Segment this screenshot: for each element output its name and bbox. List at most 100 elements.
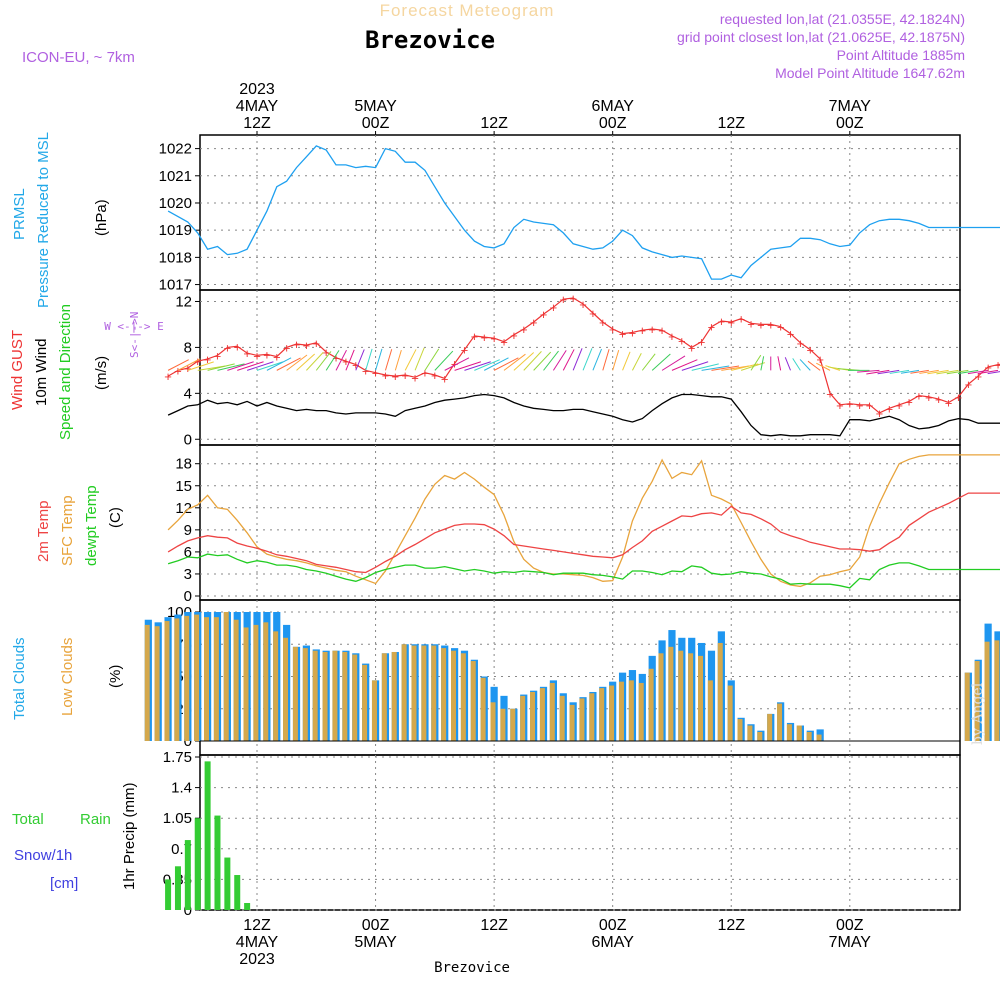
low-cloud-bar [381,653,387,741]
gust-marker: + [974,369,982,384]
time-label-top: 12Z [243,115,271,132]
low-cloud-bar [292,646,298,741]
wind-arrow [246,361,274,371]
gust-marker: + [480,330,488,345]
wind-arrow [631,353,642,371]
wind-arrow [306,352,324,371]
low-cloud-bar [283,637,289,741]
wind-arrow [345,349,355,371]
low-cloud-bar [174,618,180,741]
time-label-bottom: 00Z [836,917,864,934]
gust-marker: + [243,346,251,361]
point-altitude: Point Altitude 1885m [837,47,965,63]
degc-unit: (C) [107,507,124,528]
low-cloud-bar [717,642,723,741]
low-cloud-bar [213,617,219,741]
low-cloud-bar [688,653,694,741]
low-cloud-bar [194,614,200,741]
watermark: by Angel [970,682,986,745]
low-cloud-bar [233,619,239,741]
wind-arrow [384,349,393,371]
low-cloud-bar [618,681,624,741]
low-cloud-bar [480,677,486,741]
wind-arrow [523,351,542,371]
low-cloud-bar [638,682,644,741]
gust-marker: + [639,323,647,338]
gust-marker: + [233,339,241,354]
gust-marker: + [411,370,419,385]
low-cloud-bar [579,698,585,741]
gust-marker: + [569,291,577,306]
gust-line [167,297,1000,414]
gust-marker: + [737,312,745,327]
low-cloud-bar [974,661,980,741]
gust-marker: + [490,331,498,346]
wind-tick-label: 12 [175,293,192,310]
gust-marker: + [757,317,765,332]
wind-arrow [493,357,519,371]
gust-marker: + [263,347,271,362]
low-cloud-bar [569,704,575,741]
low-cloud-bar [411,645,417,741]
wind-arrow [592,348,603,371]
wind-arrow [404,349,417,371]
temp-tick-label: 12 [175,500,192,517]
wind-arrow [335,349,347,371]
gust-marker: + [550,300,558,315]
wind-10m-label: 10m Wind [33,338,50,406]
gust-marker: + [965,377,973,392]
temp2m-label: 2m Temp [35,501,52,562]
gust-marker: + [955,390,963,405]
low-cloud-bar [401,644,407,741]
gust-marker: + [994,358,1000,373]
low-cloud-bar [421,645,427,741]
gust-marker: + [747,316,755,331]
precip-tick-label: 1.75 [163,749,192,766]
time-label-top: 7MAY [829,98,872,115]
speed-dir-label: Speed and Direction [57,304,74,440]
time-label-bottom: 12Z [243,917,271,934]
gust-marker: + [362,363,370,378]
gust-marker: + [609,322,617,337]
wind-arrow [513,352,535,371]
wind-arrow [651,353,671,371]
gust-marker: + [500,335,508,350]
gust-marker: + [342,354,350,369]
low-cloud-bar [816,734,822,741]
wind-arrow [315,351,332,371]
low-cloud-bar [727,685,733,741]
pressure-tick-label: 1019 [159,222,192,239]
low-cloud-bar [451,650,456,741]
wind-arrow [187,361,214,371]
time-label-top: 00Z [599,115,627,132]
rain-label: Rain [80,811,111,828]
gust-marker: + [599,315,607,330]
gust-marker: + [589,306,597,321]
wind-arrow [454,361,482,371]
wind-arrow [910,369,929,374]
pressure-side-labels: PRMSL Pressure Reduced to MSL (hPa) [11,132,110,308]
low-cloud-bar [431,645,437,741]
wind-arrow [671,359,698,371]
model-label: ICON-EU, ~ 7km [22,49,135,66]
gust-marker: + [984,360,992,375]
wind-gust-label: Wind GUST [9,330,26,410]
low-cloud-bar [391,651,397,741]
wind-arrow [792,358,801,371]
gust-marker: + [382,368,390,383]
low-cloud-bar [342,651,348,741]
wind-arrow [857,369,880,373]
wind-arrow [394,349,402,371]
time-label-bottom: 12Z [717,917,745,934]
gust-marker: + [915,389,923,404]
temp-tick-label: 15 [175,478,192,495]
pressure-line [167,145,1000,280]
time-label-bottom: 7MAY [829,934,872,951]
temp-tick-label: 0 [184,588,192,605]
wind-arrow [375,348,383,371]
wind-arrow [424,348,440,371]
wind-arrow [365,348,373,371]
model-altitude: Model Point Altitude 1647.62m [775,65,965,81]
gust-marker: + [619,327,627,342]
